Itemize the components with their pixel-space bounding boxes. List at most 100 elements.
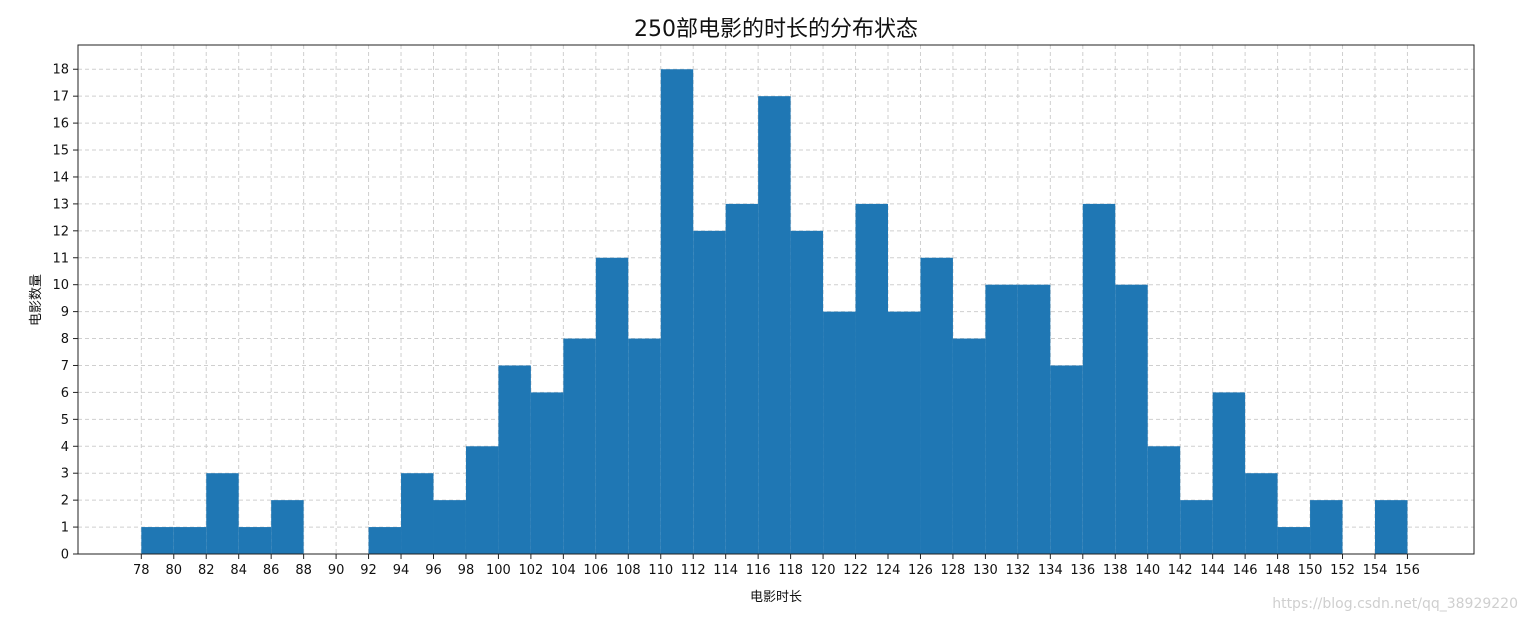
- histogram-bar: [206, 473, 239, 554]
- y-tick-label: 8: [61, 332, 69, 347]
- y-tick-label: 4: [61, 440, 69, 455]
- x-tick-label: 136: [1070, 563, 1095, 578]
- x-tick-label: 112: [681, 563, 706, 578]
- histogram-bar: [433, 500, 466, 554]
- x-tick-label: 90: [328, 563, 345, 578]
- histogram-bar: [271, 500, 304, 554]
- histogram-bar: [1374, 500, 1408, 554]
- x-tick-label: 96: [425, 563, 442, 578]
- x-tick-label: 144: [1200, 563, 1225, 578]
- chart-title: 250部电影的时长的分布状态: [634, 17, 918, 42]
- x-tick-label: 100: [486, 563, 511, 578]
- x-tick-label: 134: [1038, 563, 1063, 578]
- histogram-bar: [595, 257, 629, 554]
- x-tick-label: 150: [1298, 563, 1323, 578]
- histogram-bar: [725, 203, 759, 555]
- x-axis-ticks: 78 80 82 84 86 88 90 92 94 96 98 100 102 104 106 108 110…: [133, 554, 1420, 578]
- y-tick-label: 11: [52, 251, 69, 266]
- x-tick-label: 152: [1330, 563, 1355, 578]
- histogram-bar: [985, 284, 1018, 554]
- histogram-bar: [790, 230, 824, 555]
- y-tick-label: 12: [52, 224, 69, 239]
- x-tick-label: 140: [1135, 563, 1160, 578]
- histogram-bar: [141, 527, 174, 554]
- histogram-bar: [401, 473, 434, 554]
- x-tick-label: 92: [360, 563, 377, 578]
- x-tick-label: 132: [1005, 563, 1030, 578]
- histogram-bar: [1277, 527, 1311, 554]
- x-tick-label: 102: [518, 563, 543, 578]
- histogram-bar: [173, 527, 207, 554]
- histogram-bar: [1180, 500, 1213, 554]
- histogram-bar: [660, 69, 694, 554]
- y-tick-label: 7: [61, 359, 69, 374]
- x-tick-label: 104: [551, 563, 576, 578]
- y-tick-label: 17: [52, 90, 69, 105]
- y-tick-label: 0: [61, 548, 69, 563]
- y-tick-label: 13: [52, 197, 69, 212]
- histogram-bar: [563, 338, 596, 554]
- histogram-bar: [1212, 392, 1246, 554]
- x-tick-label: 116: [746, 563, 771, 578]
- histogram-bar: [368, 527, 402, 554]
- histogram-bar: [530, 392, 564, 554]
- watermark-text: https://blog.csdn.net/qq_38929220: [1272, 596, 1518, 612]
- x-tick-label: 98: [458, 563, 475, 578]
- y-tick-label: 5: [61, 413, 69, 428]
- x-axis-label: 电影时长: [750, 590, 802, 605]
- plot-frame: [77, 44, 1475, 555]
- histogram-bar: [1115, 284, 1148, 554]
- x-tick-label: 138: [1103, 563, 1128, 578]
- x-tick-label: 114: [713, 563, 738, 578]
- y-tick-label: 9: [61, 305, 69, 320]
- y-tick-label: 18: [52, 63, 69, 78]
- x-tick-label: 142: [1168, 563, 1193, 578]
- x-tick-label: 78: [133, 563, 150, 578]
- bars-layer: [141, 69, 1408, 555]
- y-tick-label: 1: [61, 521, 69, 536]
- histogram-bar: [952, 338, 986, 554]
- histogram-bar: [855, 203, 889, 555]
- x-tick-label: 118: [778, 563, 803, 578]
- x-tick-label: 108: [616, 563, 641, 578]
- x-tick-label: 154: [1363, 563, 1388, 578]
- histogram-bar: [498, 365, 531, 554]
- x-tick-label: 110: [648, 563, 673, 578]
- histogram-bar: [888, 311, 921, 554]
- histogram-bar: [238, 527, 272, 554]
- x-tick-label: 124: [876, 563, 901, 578]
- y-tick-label: 3: [61, 467, 69, 482]
- x-tick-label: 146: [1233, 563, 1258, 578]
- histogram-bar: [1017, 284, 1051, 554]
- y-tick-label: 6: [61, 386, 69, 401]
- x-tick-label: 148: [1265, 563, 1290, 578]
- y-tick-label: 15: [52, 144, 69, 159]
- histogram-bar: [1310, 500, 1343, 554]
- x-tick-label: 130: [973, 563, 998, 578]
- histogram-bar: [465, 446, 499, 554]
- histogram-bar: [1082, 203, 1116, 555]
- x-tick-label: 82: [198, 563, 215, 578]
- y-tick-label: 10: [52, 278, 69, 293]
- histogram-bar: [823, 311, 856, 554]
- y-tick-label: 2: [61, 494, 69, 509]
- x-tick-label: 120: [811, 563, 836, 578]
- histogram-bar: [920, 257, 953, 554]
- x-tick-label: 106: [583, 563, 608, 578]
- y-tick-label: 16: [52, 117, 69, 132]
- histogram-bar: [693, 230, 726, 555]
- x-tick-label: 84: [230, 563, 247, 578]
- x-tick-label: 94: [393, 563, 410, 578]
- histogram-bar: [628, 338, 661, 554]
- x-tick-label: 80: [165, 563, 182, 578]
- x-tick-label: 88: [295, 563, 312, 578]
- histogram-bar: [1245, 473, 1278, 554]
- x-tick-label: 122: [843, 563, 868, 578]
- histogram-bar: [1147, 446, 1181, 554]
- x-tick-label: 156: [1395, 563, 1420, 578]
- histogram-bar: [758, 96, 791, 554]
- x-tick-label: 86: [263, 563, 280, 578]
- x-tick-label: 126: [908, 563, 933, 578]
